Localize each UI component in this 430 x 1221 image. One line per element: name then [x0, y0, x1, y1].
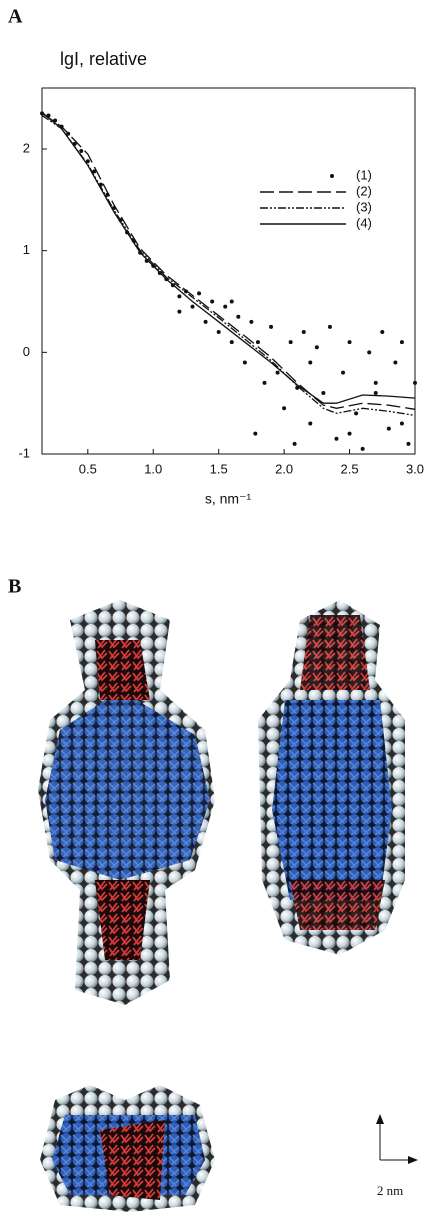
data-point — [177, 294, 182, 299]
data-point — [314, 345, 319, 350]
data-point — [229, 340, 234, 345]
data-point — [249, 319, 254, 324]
plot-frame — [41, 87, 416, 455]
y-tick-label: 2 — [23, 140, 30, 155]
data-point — [334, 436, 339, 441]
data-point — [288, 340, 293, 345]
legend-label: (1) — [356, 167, 372, 182]
data-point — [216, 330, 221, 334]
data-point — [190, 304, 195, 309]
data-point — [393, 360, 398, 365]
series-line — [41, 114, 416, 417]
x-tick-label: 2.0 — [275, 461, 293, 476]
data-point — [399, 340, 404, 345]
data-point — [367, 350, 372, 355]
molecule-top — [40, 1085, 215, 1212]
data-point — [197, 291, 202, 296]
data-point — [210, 299, 215, 304]
data-point — [413, 380, 417, 385]
data-point — [275, 370, 280, 375]
data-point — [253, 431, 258, 436]
data-point — [177, 309, 182, 314]
x-tick-label: 1.0 — [144, 461, 162, 476]
plot: -1 0 1 2 0.5 1.0 1.5 2.0 2.5 3.0 (1)(2)(3)(4) — [18, 111, 424, 476]
data-point — [282, 406, 287, 411]
scale-label: 2 nm — [377, 1183, 403, 1198]
data-point — [327, 324, 332, 329]
data-point — [242, 360, 247, 365]
data-point — [255, 340, 260, 345]
data-point — [301, 330, 306, 334]
panel-label: B — [8, 576, 21, 598]
data-point — [236, 314, 241, 319]
data-point — [360, 446, 365, 451]
x-tick-label: 1.5 — [210, 461, 228, 476]
data-point — [308, 421, 313, 426]
data-point — [203, 319, 208, 324]
x-tick-label: 0.5 — [79, 461, 97, 476]
series-line — [41, 112, 416, 410]
y-tick-label: -1 — [18, 445, 30, 460]
data-point — [269, 324, 274, 329]
molecule-front — [258, 600, 405, 955]
legend-label: (2) — [356, 183, 372, 198]
molecule-side — [38, 600, 215, 1005]
y-axis-title: lgI, relative — [60, 49, 147, 69]
data-point — [386, 426, 391, 431]
data-point — [347, 340, 352, 345]
panel-label: A — [8, 6, 23, 28]
x-axis-title: s, nm⁻¹ — [205, 491, 252, 507]
x-tick-label: 2.5 — [341, 461, 359, 476]
data-point — [373, 391, 378, 395]
data-point — [262, 380, 267, 385]
legend-label: (3) — [356, 199, 372, 214]
data-point — [380, 330, 385, 334]
data-point — [354, 411, 359, 416]
data-point — [292, 441, 297, 446]
data-point — [347, 431, 352, 436]
data-point — [79, 149, 84, 154]
data-point — [399, 421, 404, 426]
y-tick-label: 0 — [23, 344, 30, 359]
data-point — [92, 169, 97, 174]
data-point — [53, 118, 58, 123]
data-point — [223, 304, 228, 309]
data-point — [406, 441, 411, 446]
series-line — [41, 111, 416, 404]
data-point — [373, 380, 378, 385]
axes-arrows — [376, 1114, 418, 1164]
legend-label: (4) — [356, 215, 372, 230]
data-point — [295, 385, 300, 390]
legend-marker — [330, 174, 334, 178]
data-point — [229, 299, 234, 304]
x-tick-label: 3.0 — [406, 461, 424, 476]
data-point — [341, 370, 346, 375]
y-tick-label: 1 — [23, 242, 30, 257]
data-point — [308, 360, 313, 365]
data-point — [321, 391, 326, 395]
